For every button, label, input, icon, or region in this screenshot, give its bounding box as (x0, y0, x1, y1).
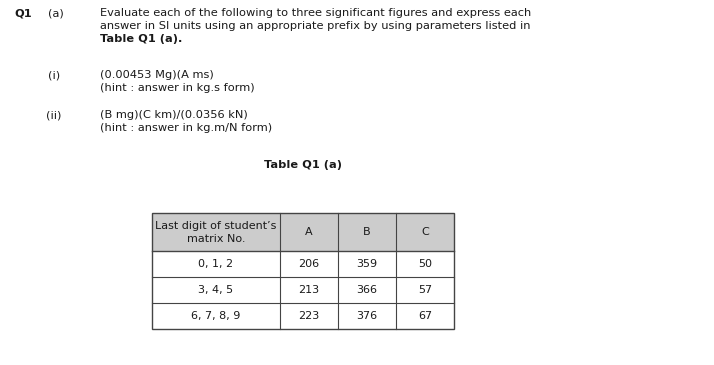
Text: Last digit of student’s: Last digit of student’s (156, 221, 277, 231)
Text: Table Q1 (a).: Table Q1 (a). (100, 34, 182, 44)
Text: 0, 1, 2: 0, 1, 2 (198, 259, 233, 269)
Text: 67: 67 (418, 311, 432, 321)
Text: Table Q1 (a): Table Q1 (a) (264, 160, 342, 170)
Text: 206: 206 (298, 259, 320, 269)
Text: (B mg)(C km)/(0.0356 kN): (B mg)(C km)/(0.0356 kN) (100, 110, 248, 120)
Text: (hint : answer in kg.m/N form): (hint : answer in kg.m/N form) (100, 123, 272, 133)
Text: A: A (305, 227, 313, 237)
Text: matrix No.: matrix No. (187, 234, 245, 244)
Text: C: C (421, 227, 429, 237)
Bar (152, 213, 454, 329)
Text: (0.00453 Mg)(A ms): (0.00453 Mg)(A ms) (100, 70, 213, 80)
Text: 6, 7, 8, 9: 6, 7, 8, 9 (191, 311, 241, 321)
Text: (hint : answer in kg.s form): (hint : answer in kg.s form) (100, 83, 255, 93)
Text: Evaluate each of the following to three significant figures and express each: Evaluate each of the following to three … (100, 8, 531, 18)
Text: 213: 213 (298, 285, 320, 295)
Text: (a): (a) (48, 8, 64, 18)
Text: Q1: Q1 (14, 8, 31, 18)
Text: 376: 376 (356, 311, 378, 321)
Text: 3, 4, 5: 3, 4, 5 (198, 285, 233, 295)
Text: 223: 223 (298, 311, 320, 321)
Text: 57: 57 (418, 285, 432, 295)
Text: 359: 359 (356, 259, 378, 269)
Bar (152, 213, 454, 251)
Text: (ii): (ii) (46, 110, 61, 120)
Text: 50: 50 (418, 259, 432, 269)
Text: answer in SI units using an appropriate prefix by using parameters listed in: answer in SI units using an appropriate … (100, 21, 531, 31)
Text: B: B (363, 227, 371, 237)
Text: (i): (i) (48, 70, 60, 80)
Text: 366: 366 (356, 285, 378, 295)
